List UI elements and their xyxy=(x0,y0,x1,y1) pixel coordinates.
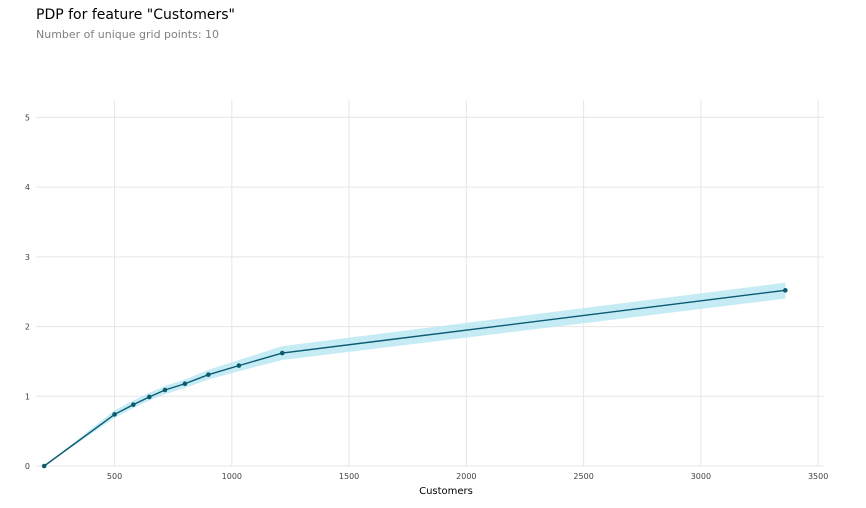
pdp-point xyxy=(131,402,136,407)
x-axis-label: Customers xyxy=(419,486,473,497)
x-tick-label: 500 xyxy=(107,472,122,481)
x-tick-label: 1500 xyxy=(339,472,359,481)
pdp-line-layer xyxy=(43,289,786,467)
x-tick-label: 3500 xyxy=(808,472,828,481)
pdp-point xyxy=(783,288,788,293)
pdp-point xyxy=(162,387,168,393)
grid-layer xyxy=(36,100,824,467)
pdp-point xyxy=(206,372,211,377)
chart-subtitle: Number of unique grid points: 10 xyxy=(36,28,220,41)
confidence-band-layer xyxy=(44,282,786,466)
y-tick-label: 3 xyxy=(25,253,30,262)
pdp-line xyxy=(43,289,786,467)
x-tick-label: 1000 xyxy=(222,472,242,481)
pdp-point xyxy=(41,463,47,469)
y-tick-label: 1 xyxy=(25,392,30,401)
pdp-point xyxy=(146,394,152,400)
x-tick-label: 2500 xyxy=(573,472,593,481)
pdp-point xyxy=(182,381,188,387)
x-tick-label: 3000 xyxy=(691,472,711,481)
x-tick-label: 2000 xyxy=(456,472,476,481)
y-tick-label: 5 xyxy=(25,113,30,122)
pdp-point xyxy=(112,412,117,417)
chart-title: PDP for feature "Customers" xyxy=(36,7,235,23)
y-tick-label: 4 xyxy=(25,183,30,192)
pdp-point xyxy=(236,363,242,368)
confidence-band xyxy=(44,282,786,466)
tick-label-layer: 0 1 2 3 4 5 500 1000 1500 2000 2500 3000 3500 xyxy=(25,113,828,481)
y-tick-label: 2 xyxy=(25,323,30,332)
pdp-point-layer xyxy=(41,288,788,469)
pdp-point xyxy=(279,350,285,356)
y-tick-label: 0 xyxy=(25,462,30,471)
